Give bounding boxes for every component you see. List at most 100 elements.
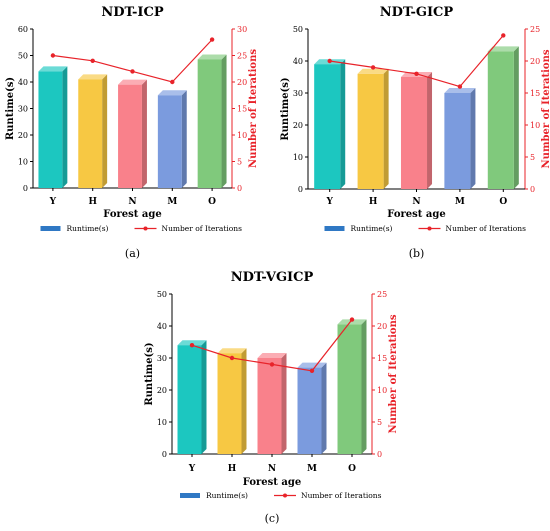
chart-title: NDT-ICP: [101, 5, 164, 20]
iterations-point: [501, 33, 506, 38]
x-tick-label: O: [348, 464, 356, 474]
y2-tick-label: 15: [377, 354, 387, 363]
bar-top: [337, 319, 367, 325]
x-tick-label: M: [167, 197, 177, 207]
y-tick-label: 40: [18, 78, 28, 87]
y2-tick-label: 25: [237, 52, 247, 61]
iterations-point: [457, 84, 463, 89]
iterations-point: [349, 317, 355, 322]
legend-line-marker: [283, 493, 287, 498]
bar-top: [357, 68, 389, 74]
bar-front: [78, 79, 103, 188]
y2-tick-label: 20: [530, 57, 540, 66]
x-tick-label: N: [268, 464, 276, 474]
y2-tick-label: 25: [377, 290, 387, 299]
iterations-line: [52, 39, 213, 83]
bar-H: [217, 348, 247, 454]
y2-axis-title: Number of Iterations: [248, 49, 259, 168]
y2-tick-label: 10: [530, 121, 540, 130]
bar-M: [444, 88, 476, 189]
y-tick-label: 10: [157, 418, 167, 427]
bar-side: [241, 348, 247, 454]
y-axis-title: Runtime(s): [144, 342, 155, 405]
bar-Y: [38, 66, 68, 188]
x-tick-label: Y: [325, 197, 333, 207]
bar-O: [487, 46, 519, 190]
y-tick-label: 30: [157, 354, 167, 363]
y-axis-title: Runtime(s): [280, 77, 291, 140]
y-tick-label: 20: [18, 131, 28, 140]
x-tick-label: H: [88, 197, 97, 207]
iterations-point: [309, 368, 315, 373]
legend-bar-swatch: [40, 226, 61, 231]
legend-label-runtime: Runtime(s): [67, 224, 109, 233]
y-tick-label: 50: [293, 25, 303, 34]
bar-front: [177, 345, 202, 454]
bar-top: [177, 340, 207, 346]
y2-tick-label: 10: [377, 386, 387, 395]
legend-label-runtime: Runtime(s): [351, 224, 393, 233]
iterations-point: [370, 65, 376, 70]
bar-front: [197, 59, 222, 188]
iterations-point: [229, 355, 235, 361]
iterations-point: [130, 69, 135, 74]
panel-label: (b): [409, 247, 425, 260]
y2-tick-label: 0: [530, 185, 535, 194]
legend-bar-swatch: [324, 226, 345, 231]
iterations-point: [50, 53, 56, 58]
chart-panel-3: NDT-VGICP 0 10 20 30 40 50 Runtime(s) 0 5 10 15 20 25…: [144, 270, 399, 525]
x-tick-label: H: [228, 464, 237, 474]
legend-line-marker: [143, 226, 148, 231]
bar-front: [314, 64, 341, 189]
chart-panel-1: NDT-ICP 0 10 20 30 40 50 60 Runtime(s) 0 5 10 15 20 25…: [5, 5, 259, 260]
y2-tick-label: 5: [530, 153, 535, 162]
y2-tick-label: 30: [237, 25, 247, 34]
bar-side: [361, 319, 367, 454]
y2-tick-label: 0: [377, 450, 382, 459]
bar-front: [400, 77, 428, 189]
y2-tick-label: 10: [237, 131, 247, 140]
iterations-point: [209, 37, 215, 42]
legend-label-runtime: Runtime(s): [206, 491, 248, 500]
bar-side: [383, 68, 389, 189]
iterations-point: [170, 79, 175, 85]
chart-panel-2: NDT-GICP 0 10 20 30 40 50 Runtime(s) 0 5 10 15 20 25 N…: [280, 5, 550, 260]
x-tick-label: Y: [188, 464, 196, 474]
bar-Y: [177, 340, 207, 454]
x-tick-label: O: [208, 197, 216, 207]
bar-side: [181, 90, 187, 188]
x-tick-label: M: [307, 464, 317, 474]
x-axis-title: Forest age: [387, 209, 445, 220]
bar-front: [118, 84, 142, 188]
y-tick-label: 0: [23, 184, 28, 193]
bar-front: [444, 93, 471, 189]
bar-side: [201, 340, 207, 454]
y2-axis-title: Number of Iterations: [388, 314, 399, 433]
y2-tick-label: 15: [237, 105, 247, 114]
y-tick-label: 30: [293, 89, 303, 98]
bar-side: [221, 54, 227, 188]
y2-tick-label: 5: [237, 158, 242, 167]
bar-H: [357, 68, 389, 189]
y2-axis-title: Number of Iterations: [541, 49, 550, 168]
bar-front: [357, 73, 384, 189]
x-tick-label: O: [499, 197, 507, 207]
y-tick-label: 20: [293, 121, 303, 130]
bar-top: [78, 74, 108, 80]
bar-top: [157, 90, 187, 96]
panel-label: (c): [265, 512, 280, 525]
iterations-point: [269, 362, 275, 367]
x-tick-label: Y: [49, 197, 57, 207]
y2-tick-label: 25: [530, 25, 540, 34]
x-axis-title: Forest age: [243, 477, 301, 488]
legend-label-iterations: Number of Iterations: [301, 491, 382, 500]
bar-O: [197, 54, 227, 188]
bar-top: [197, 54, 227, 60]
iterations-point: [189, 343, 195, 348]
bar-top: [38, 66, 68, 72]
y-tick-label: 40: [157, 322, 167, 331]
bar-top: [444, 88, 476, 93]
bar-N: [257, 353, 287, 454]
y2-tick-label: 20: [237, 78, 247, 87]
legend: Runtime(s) Number of Iterations: [40, 224, 242, 233]
